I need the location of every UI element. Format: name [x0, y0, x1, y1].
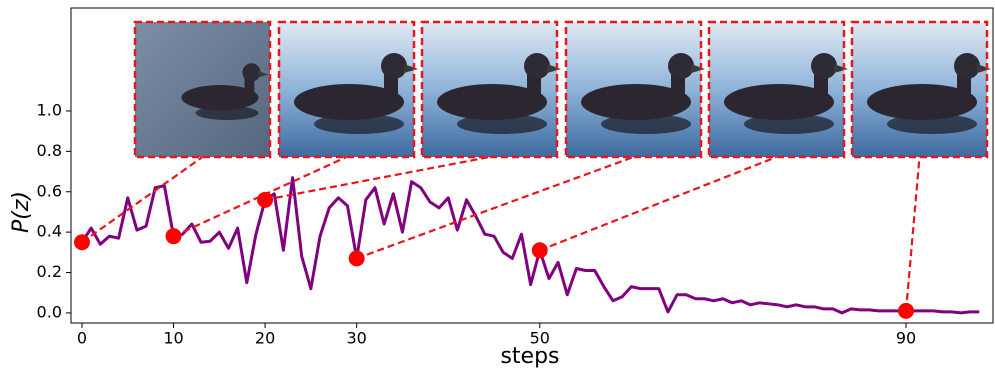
x-axis-label: steps	[500, 344, 559, 369]
y-axis-label: P(z)	[9, 191, 34, 233]
inset-image	[277, 20, 418, 159]
highlight-point	[531, 242, 548, 259]
duck-body	[581, 84, 691, 120]
duck-head	[242, 63, 261, 82]
axes-frame	[70, 7, 994, 324]
duck-beak	[691, 64, 705, 73]
duck-head	[954, 53, 980, 79]
duck-head	[811, 53, 837, 79]
connector	[904, 156, 921, 311]
duck-body	[724, 84, 834, 120]
duck-head	[381, 53, 407, 79]
highlight-point	[898, 302, 915, 319]
connector	[264, 155, 490, 201]
connector	[539, 155, 777, 252]
inset-image	[564, 20, 705, 159]
x-tick-label: 10	[163, 329, 183, 348]
highlight-point	[73, 234, 90, 251]
duck-beak	[977, 64, 991, 73]
connector	[81, 156, 204, 244]
data-line	[80, 176, 980, 315]
image-border	[564, 20, 703, 159]
duck-beak	[258, 71, 269, 78]
duck-neck	[244, 74, 255, 97]
image-border	[277, 20, 416, 159]
x-tick-label: 20	[255, 329, 275, 348]
inset-image	[420, 20, 561, 159]
x-tick-label: 30	[346, 329, 366, 348]
inset-image	[850, 20, 991, 159]
connector	[173, 155, 347, 238]
image-border	[420, 20, 559, 159]
image-border	[707, 20, 846, 159]
duck-beak	[547, 64, 561, 73]
inset-image	[133, 20, 272, 159]
duck-head	[668, 53, 694, 79]
duck-body	[867, 84, 977, 120]
image-border	[850, 20, 989, 159]
y-tick-label: 0.2	[37, 262, 62, 281]
y-tick-label: 0.6	[37, 181, 62, 200]
highlight-point	[348, 250, 365, 267]
y-tick-label: 0.8	[37, 141, 62, 160]
image-border	[133, 20, 272, 159]
duck-beak	[404, 64, 418, 73]
x-tick-label: 90	[896, 329, 916, 348]
duck-body	[437, 84, 547, 120]
x-tick-label: 0	[77, 329, 87, 348]
duck-head	[524, 53, 550, 79]
inset-image	[707, 20, 848, 159]
duck-body	[181, 85, 259, 111]
connector	[356, 155, 634, 260]
highlight-point	[257, 191, 274, 208]
duck-beak	[834, 64, 848, 73]
y-tick-label: 0.4	[37, 222, 62, 241]
x-tick-label: 50	[530, 329, 550, 348]
y-tick-label: 1.0	[37, 100, 62, 119]
y-tick-label: 0.0	[37, 302, 62, 321]
highlight-point	[165, 228, 182, 245]
duck-body	[294, 84, 404, 120]
